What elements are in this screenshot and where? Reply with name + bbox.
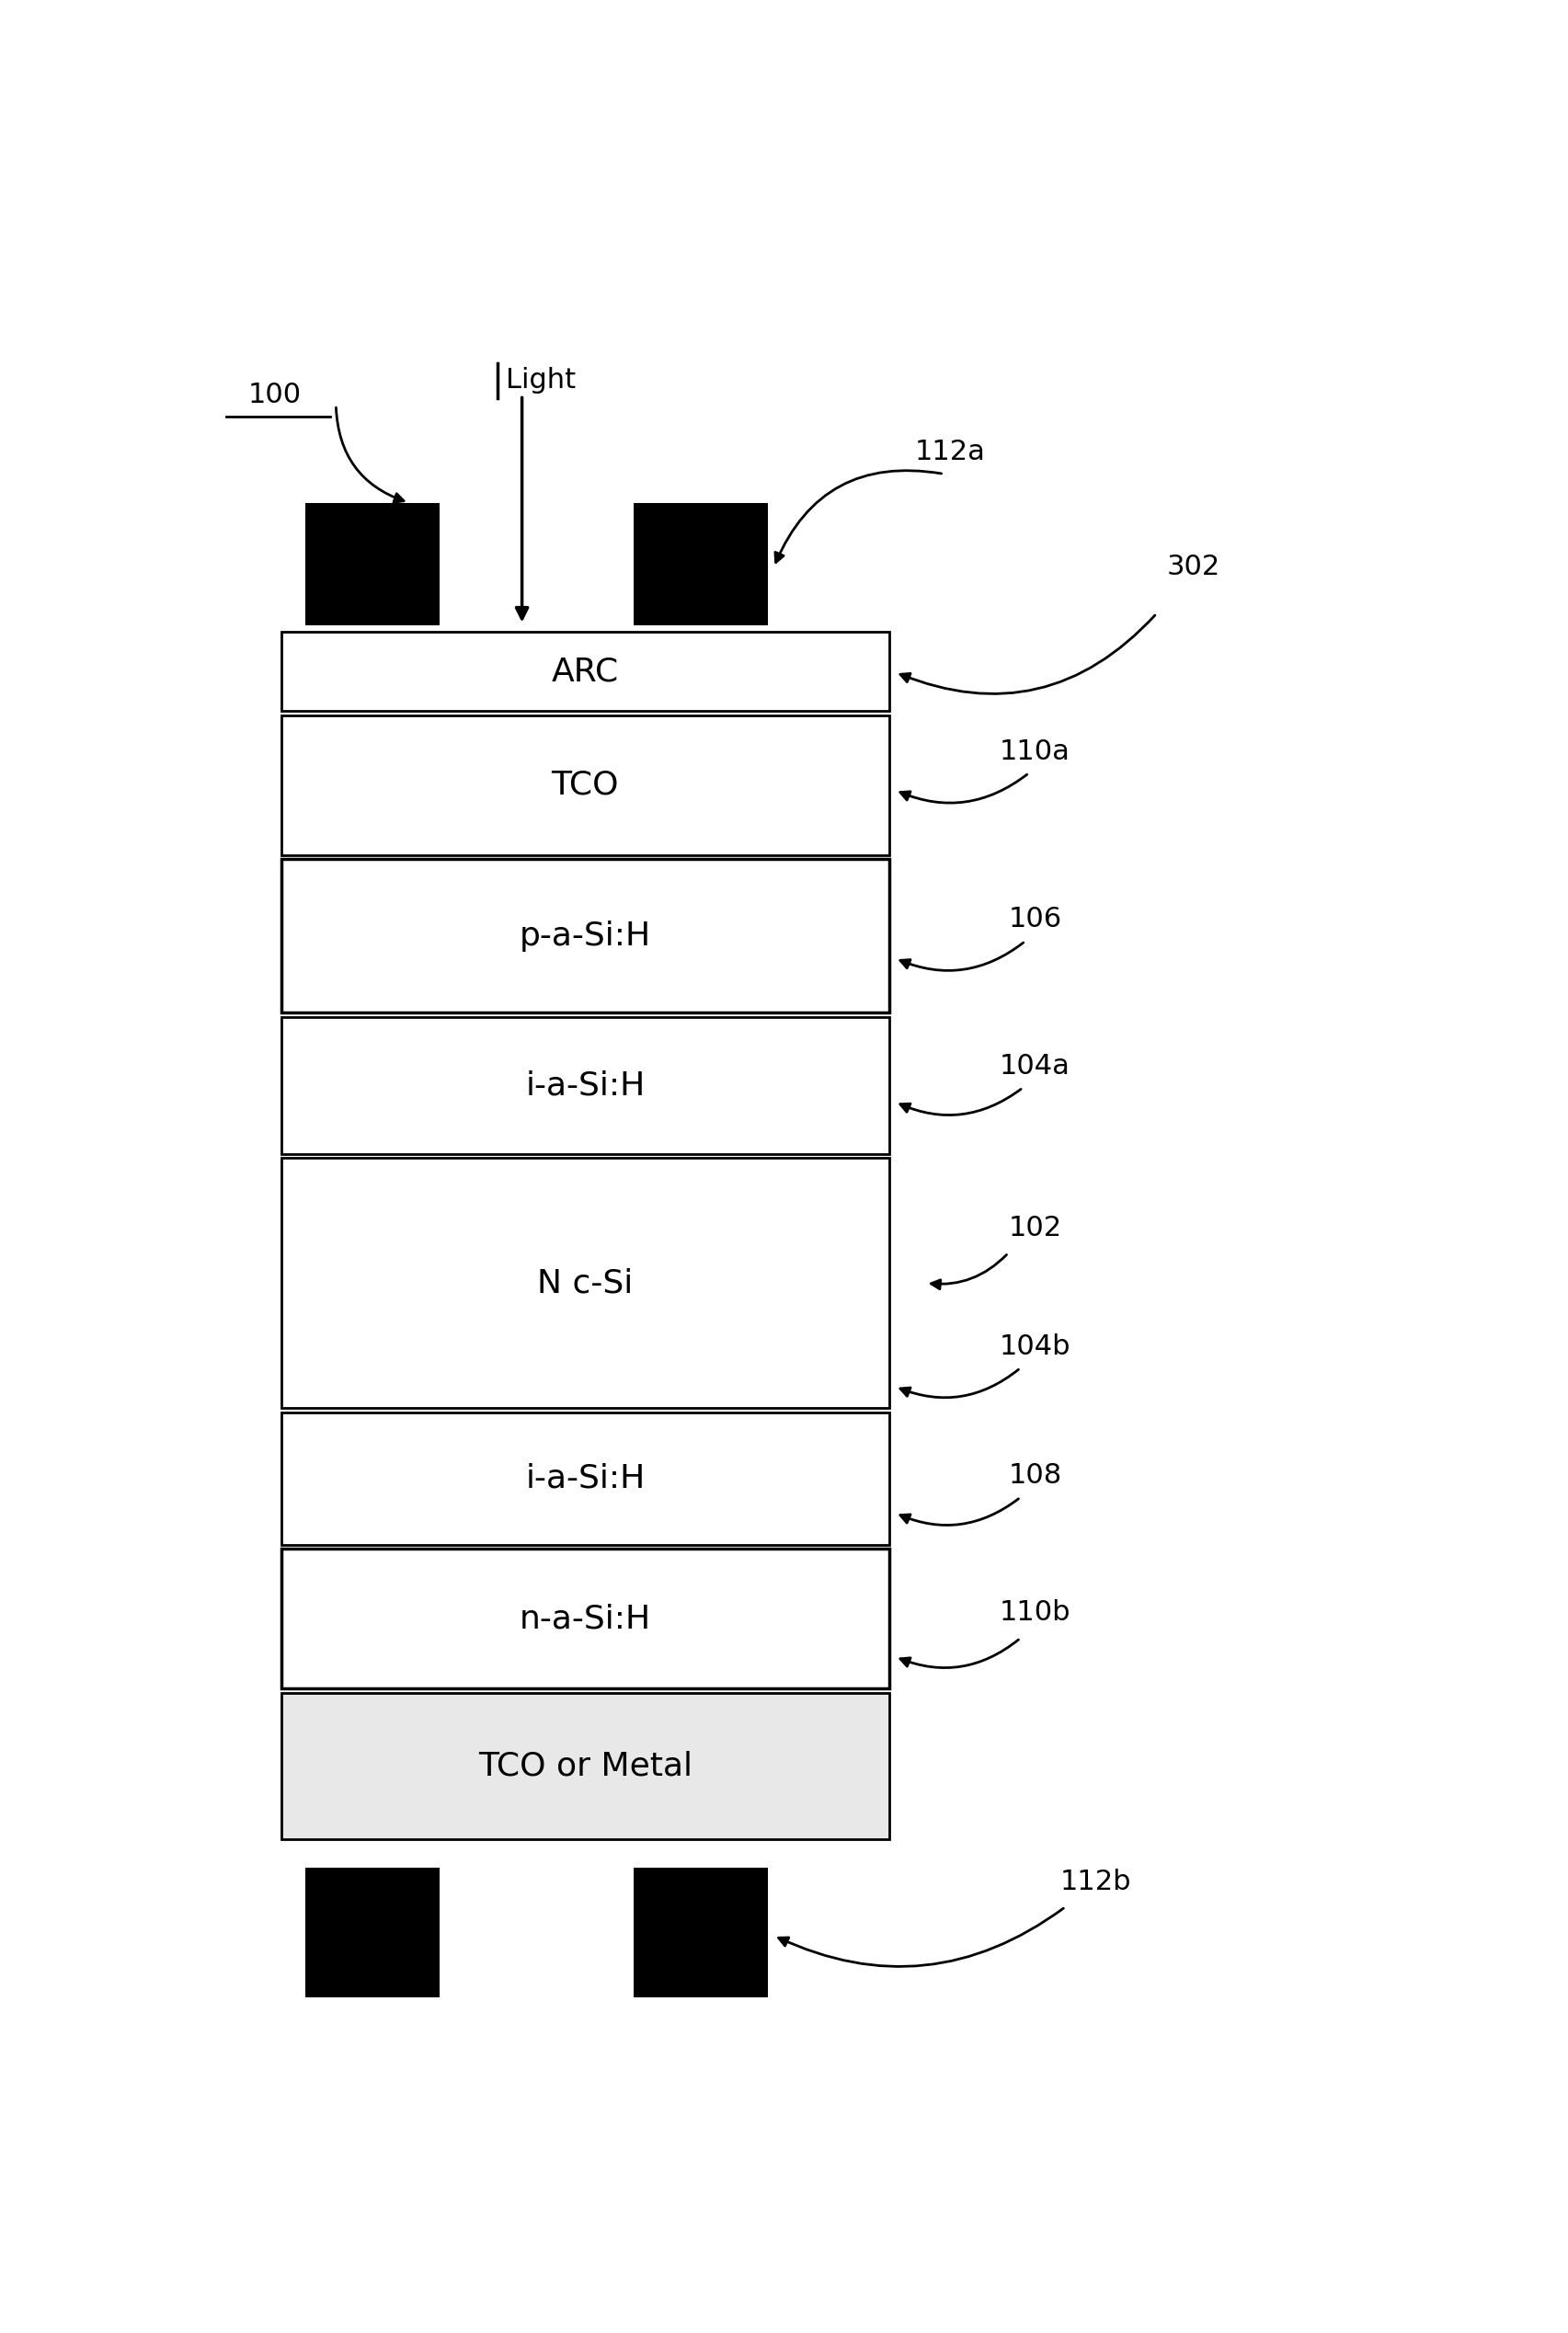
Bar	[281, 1157, 889, 1409]
Bar	[281, 716, 889, 854]
Text: 112b: 112b	[1060, 1869, 1131, 1897]
Bar	[633, 502, 767, 625]
Text: 102: 102	[1008, 1215, 1062, 1241]
Bar	[306, 1869, 439, 1997]
Bar	[281, 1549, 889, 1689]
Bar	[281, 632, 889, 712]
Bar	[281, 1017, 889, 1155]
Text: N c-Si: N c-Si	[536, 1267, 633, 1299]
Bar	[281, 859, 889, 1013]
Text: Light: Light	[506, 366, 575, 394]
Text: i-a-Si:H: i-a-Si:H	[525, 1463, 644, 1493]
Bar	[281, 1411, 889, 1544]
Text: 100: 100	[248, 383, 301, 408]
Text: 110a: 110a	[999, 737, 1069, 765]
Text: ARC: ARC	[552, 656, 618, 688]
Text: p-a-Si:H: p-a-Si:H	[519, 922, 651, 952]
Bar	[306, 502, 439, 625]
Bar	[633, 1869, 767, 1997]
Text: 110b: 110b	[999, 1598, 1069, 1626]
Text: 106: 106	[1008, 905, 1062, 933]
Text: i-a-Si:H: i-a-Si:H	[525, 1071, 644, 1101]
Text: TCO or Metal: TCO or Metal	[478, 1750, 691, 1782]
Text: 108: 108	[1008, 1463, 1062, 1488]
Bar	[281, 1694, 889, 1838]
Text: n-a-Si:H: n-a-Si:H	[519, 1603, 651, 1635]
Text: 302: 302	[1165, 553, 1220, 581]
Text: 104b: 104b	[999, 1332, 1069, 1360]
Text: TCO: TCO	[550, 770, 619, 800]
Text: 104a: 104a	[999, 1052, 1069, 1080]
Text: 112a: 112a	[914, 439, 985, 467]
